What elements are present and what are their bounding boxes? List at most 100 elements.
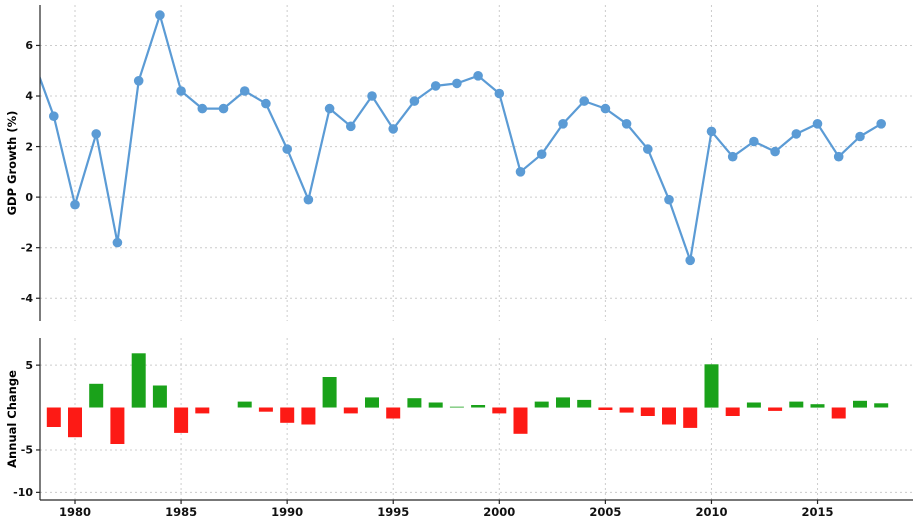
annual-change-bar-negative (831, 407, 846, 419)
x-tick-label: 2015 (802, 505, 834, 519)
gdp-growth-line-series (28, 10, 886, 266)
gdp-growth-marker (388, 124, 399, 134)
gdp-growth-marker (833, 151, 844, 162)
y-tick-label: -5 (21, 444, 33, 457)
gdp-growth-marker (791, 129, 802, 139)
gdp-growth-marker (218, 103, 229, 114)
annual-change-bar-negative (258, 407, 273, 412)
annual-change-bar-negative (343, 407, 358, 414)
y-tick-label: 5 (25, 359, 33, 372)
gdp-growth-marker (346, 121, 356, 132)
gdp-growth-marker (367, 91, 377, 101)
annual-change-bar-positive (237, 401, 252, 408)
annual-change-bar-positive (152, 385, 167, 408)
annual-change-bar-positive (577, 399, 592, 408)
x-tick-label: 2000 (483, 505, 515, 519)
annual-change-bar-negative (280, 407, 295, 423)
annual-change-bar-negative (662, 407, 676, 425)
gdp-growth-marker (155, 10, 165, 20)
bottom-panel-gridlines (40, 338, 913, 500)
annual-change-bar-positive (789, 401, 804, 408)
annual-change-bar-positive (471, 405, 486, 408)
x-tick-label: 1980 (59, 505, 91, 519)
gdp-growth-marker (133, 76, 144, 86)
annual-change-bar-positive (874, 403, 889, 408)
gdp-growth-marker (621, 119, 632, 129)
annual-change-bar-negative (492, 407, 507, 414)
y-tick-label: 2 (25, 140, 33, 153)
x-tick-label: 1990 (271, 505, 303, 519)
annual-change-bar-negative (46, 407, 61, 427)
gdp-growth-marker (70, 199, 80, 210)
annual-change-bar-positive (428, 402, 443, 408)
x-tick-label: 1995 (377, 505, 409, 519)
gdp-growth-marker (239, 86, 250, 96)
annual-change-bar-negative (174, 407, 189, 433)
gdp-growth-marker (28, 53, 38, 63)
gdp-growth-marker (600, 103, 611, 114)
gdp-growth-marker (643, 144, 653, 154)
annual-change-bar-positive (322, 377, 337, 408)
gdp-growth-marker (685, 255, 695, 266)
annual-change-bar-negative (513, 407, 528, 434)
gdp-growth-marker (473, 71, 483, 81)
annual-change-bar-negative (619, 407, 634, 413)
gdp-growth-marker (409, 96, 420, 106)
annual-change-bar-negative (640, 407, 655, 416)
gdp-growth-marker (282, 144, 293, 154)
gdp-growth-marker (324, 103, 335, 114)
annual-change-bar-negative (195, 407, 210, 414)
gdp-growth-marker (536, 149, 547, 159)
annual-change-bar-positive (449, 406, 464, 408)
annual-change-bar-negative (598, 407, 613, 410)
gdp-growth-marker (197, 103, 208, 114)
gdp-growth-marker (515, 167, 526, 177)
annual-change-bar-negative (301, 407, 316, 425)
y-tick-label: 6 (25, 39, 33, 52)
gdp-growth-marker (579, 96, 589, 106)
x-tick-label: 1985 (165, 505, 197, 519)
gdp-growth-marker (812, 119, 823, 129)
annual-change-bar-positive (810, 404, 825, 408)
annual-change-bar-positive (131, 353, 146, 408)
gdp-growth-marker (303, 194, 314, 205)
annual-change-bar-positive (407, 398, 422, 408)
annual-change-bar-positive (746, 402, 761, 408)
y-tick-label: 4 (25, 90, 33, 103)
gdp-growth-marker (430, 81, 441, 91)
gdp-growth-marker (558, 119, 568, 129)
annual-change-bar-negative (768, 407, 783, 411)
gdp-growth-marker (876, 119, 886, 129)
y-tick-label: -10 (13, 486, 33, 499)
y-tick-label: -2 (21, 241, 33, 254)
annual-change-bar-positive (534, 401, 549, 408)
gdp-growth-marker (91, 129, 101, 139)
annual-change-bar-negative (68, 407, 82, 438)
annual-change-bar-series (46, 353, 889, 444)
gdp-growth-marker (49, 111, 59, 121)
annual-change-bar-negative (386, 407, 401, 419)
annual-change-bar-negative (110, 407, 125, 444)
x-tick-label: 2010 (695, 505, 727, 519)
gdp-growth-marker (112, 237, 123, 248)
gdp-growth-marker (452, 78, 462, 89)
gdp-growth-marker (664, 194, 674, 205)
annual-change-bar-positive (556, 397, 570, 408)
gdp-growth-marker (176, 86, 186, 96)
gdp-growth-marker (770, 146, 780, 157)
annual-change-bar-positive (853, 400, 867, 408)
y-tick-label: 0 (25, 191, 33, 204)
gdp-growth-marker (749, 136, 759, 147)
axes-spines-and-ticks: 6 4 2 0 -2 -4 5 -5 -10 1980 1985 1990 1995 2000 2005 20… (13, 5, 913, 519)
x-tick-label: 2005 (589, 505, 621, 519)
annual-change-bar-negative (725, 407, 740, 416)
annual-change-bar-negative (683, 407, 698, 428)
gdp-growth-marker (494, 88, 505, 99)
gdp-growth-marker (261, 98, 271, 109)
annual-change-bar-positive (365, 397, 379, 408)
y-tick-label: -4 (21, 292, 34, 305)
gdp-growth-marker (706, 126, 717, 137)
annual-change-bar-positive (704, 364, 719, 408)
